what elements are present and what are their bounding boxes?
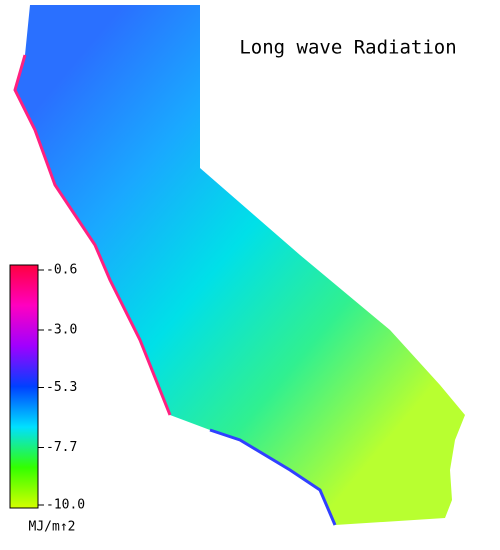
colorbar-ticks: -0.6 -3.0 -5.3 -7.7 -10.0	[38, 263, 85, 513]
coastline	[13, 54, 172, 416]
southern-coast	[209, 428, 337, 526]
colorbar-tick-label: -5.3	[46, 380, 77, 395]
california-land	[15, 5, 465, 525]
colorbar-tick-label: -0.6	[46, 263, 77, 278]
colorbar-unit: MJ/m↑2	[29, 520, 76, 535]
map-title: Long wave Radiation	[239, 37, 456, 59]
colorbar-tick-label: -7.7	[46, 440, 77, 455]
colorbar-tick-label: -3.0	[46, 323, 77, 338]
colorbar-tick-label: -10.0	[46, 498, 85, 513]
colorbar	[9, 264, 39, 509]
